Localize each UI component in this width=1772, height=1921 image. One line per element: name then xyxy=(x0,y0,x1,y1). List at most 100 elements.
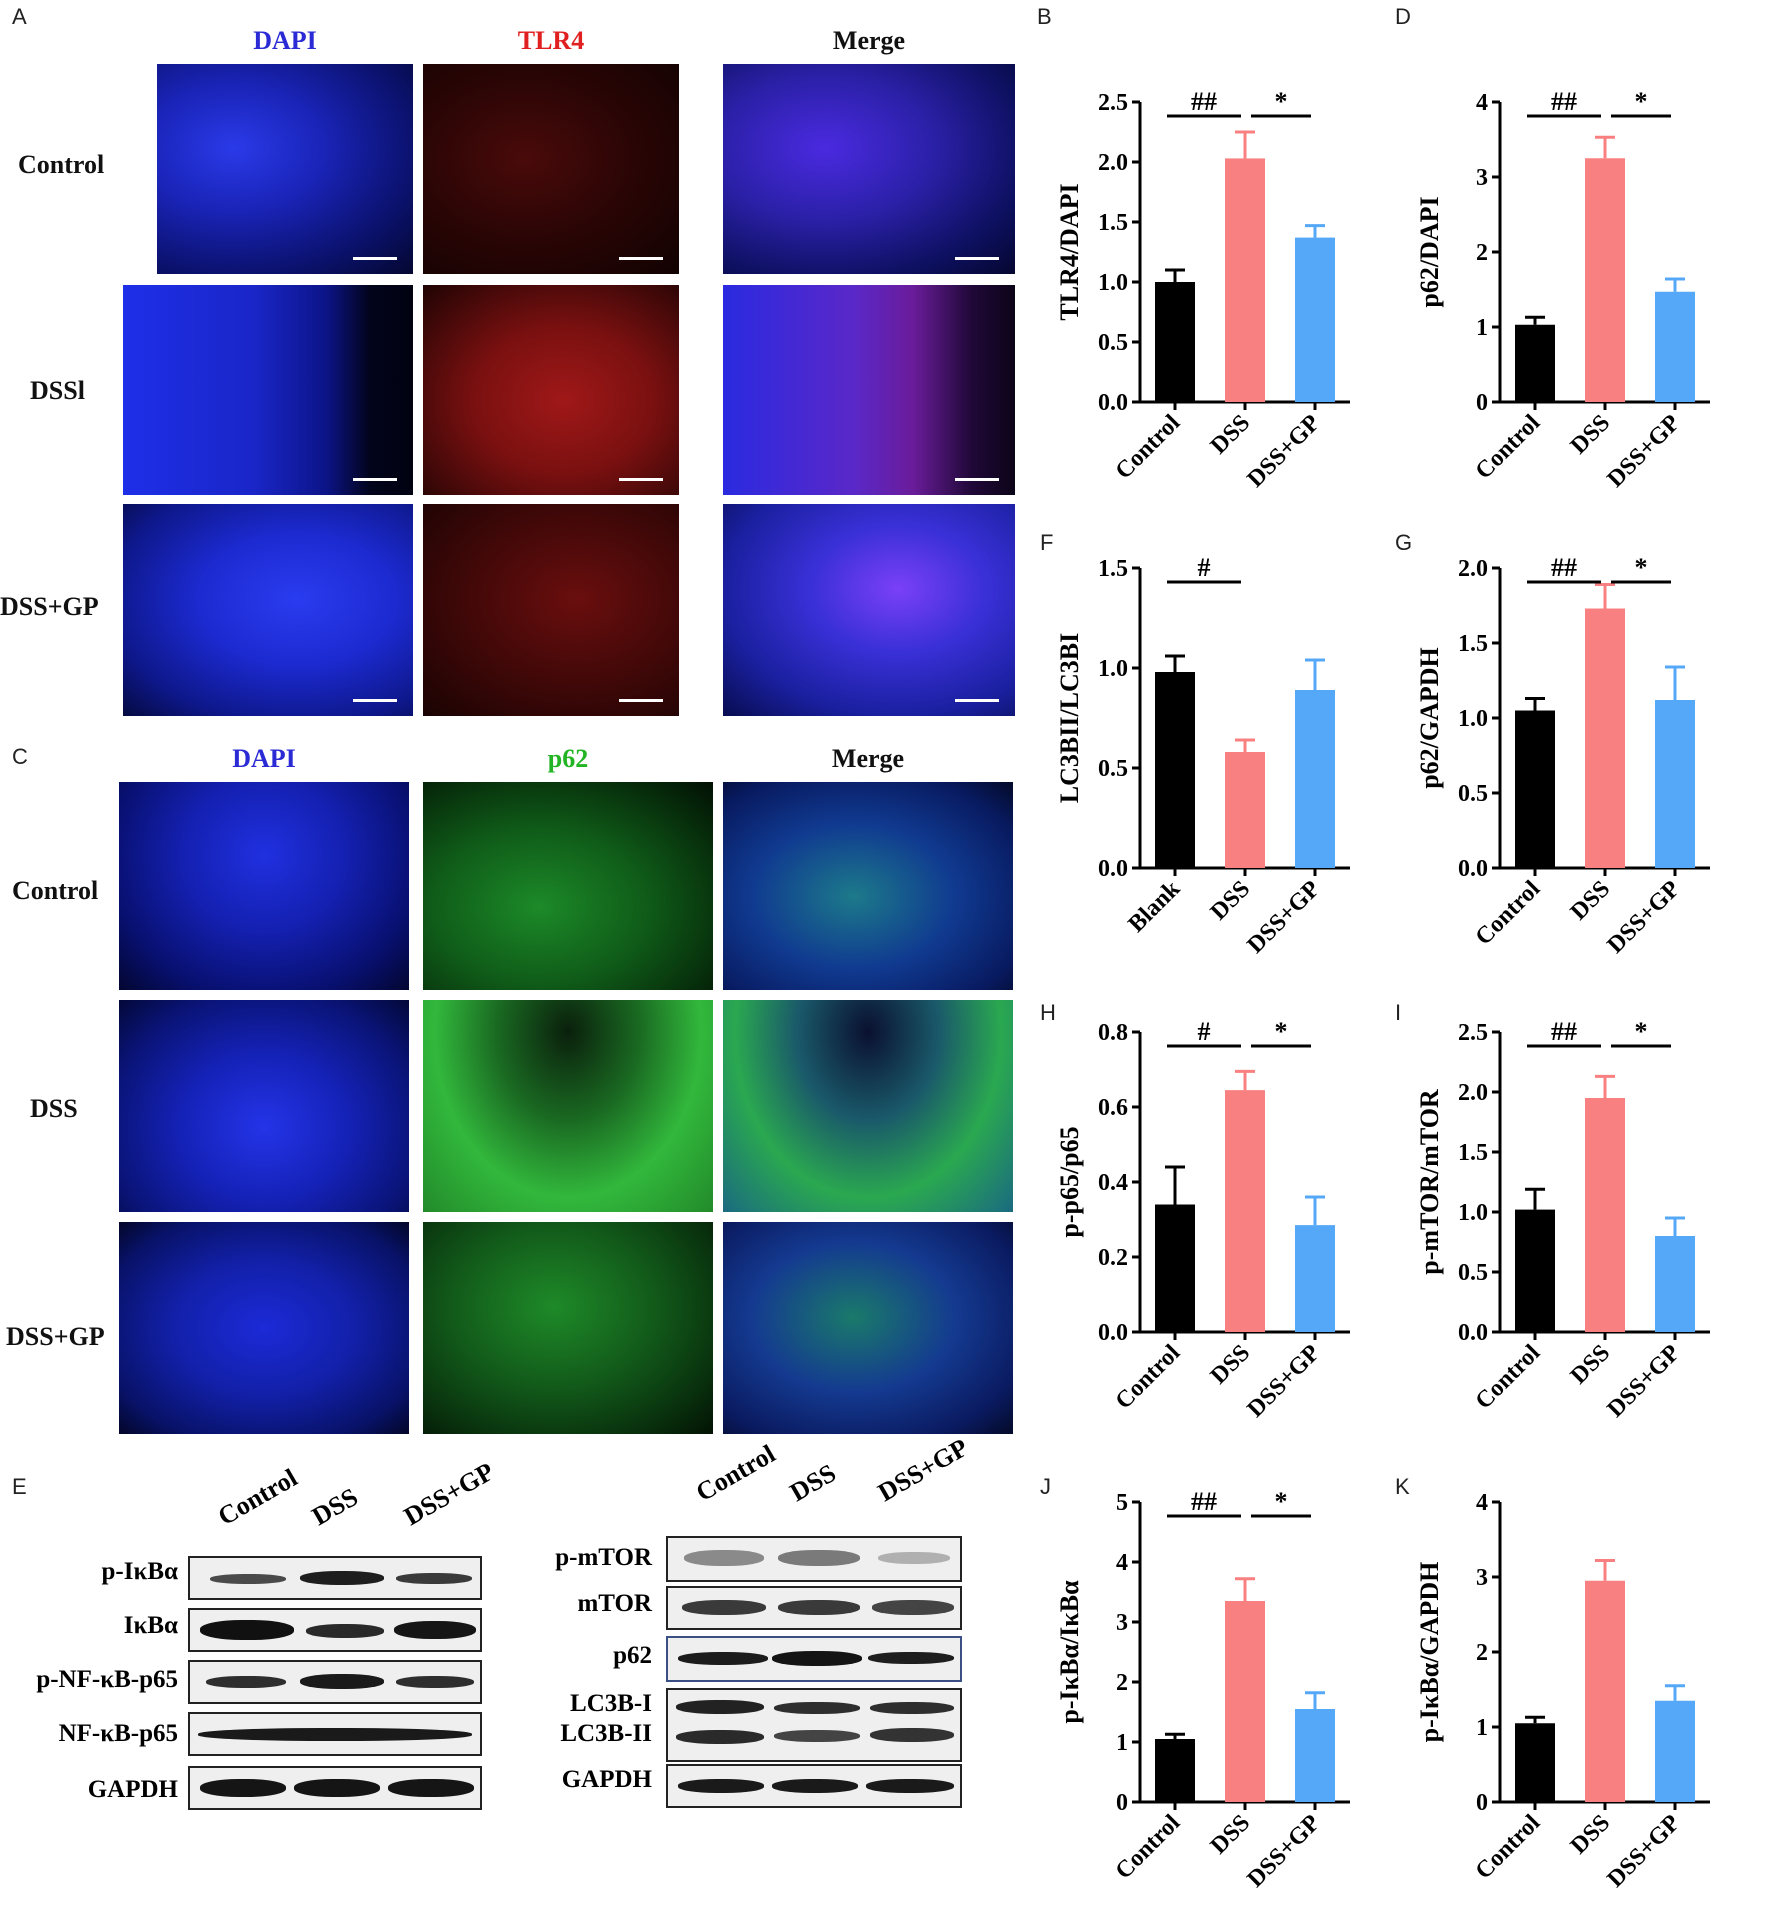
significance-label: * xyxy=(1275,1487,1288,1516)
y-axis-label: p-IκBα/IκBα xyxy=(1055,1580,1084,1724)
bar xyxy=(1515,1723,1555,1802)
bar xyxy=(1585,608,1625,868)
y-tick-label: 0.8 xyxy=(1098,1020,1128,1046)
panel-letter-b: B xyxy=(1037,4,1052,29)
blot-label-p-ikba: p-IκBα xyxy=(101,1558,178,1585)
y-tick-label: 1 xyxy=(1476,1715,1488,1741)
micrograph-dss-tlr4 xyxy=(423,285,679,495)
lane-header-dssgp-left: DSS+GP xyxy=(399,1456,499,1532)
panel-letter-d: D xyxy=(1395,4,1411,29)
x-tick-label: DSS+GP xyxy=(1242,1810,1325,1893)
blot-label-gapdh-right: GAPDH xyxy=(561,1766,652,1793)
y-tick-label: 1.5 xyxy=(1098,210,1128,236)
bar xyxy=(1515,710,1555,868)
y-tick-label: 0.4 xyxy=(1098,1170,1128,1196)
y-tick-label: 5 xyxy=(1116,1490,1128,1516)
bar xyxy=(1225,752,1265,868)
blot-label-p62: p62 xyxy=(613,1642,652,1669)
panel-letter-h: H xyxy=(1040,1000,1056,1025)
y-tick-label: 2.5 xyxy=(1458,1020,1488,1046)
x-tick-label: DSS+GP xyxy=(1602,1810,1685,1893)
x-tick-label: Control xyxy=(1111,1340,1186,1415)
y-tick-label: 1.5 xyxy=(1098,556,1128,582)
y-axis-label: p62/DAPI xyxy=(1415,196,1444,307)
y-tick-label: 0.5 xyxy=(1098,756,1128,782)
lane-header-dss-left: DSS xyxy=(307,1482,363,1532)
y-axis-label: TLR4/DAPI xyxy=(1055,183,1084,320)
x-tick-label: DSS+GP xyxy=(1602,410,1685,493)
blot-strip-gapdh-left xyxy=(188,1766,482,1810)
y-tick-label: 1.5 xyxy=(1458,631,1488,657)
y-tick-label: 0.0 xyxy=(1458,856,1488,882)
significance-label: # xyxy=(1198,1017,1211,1046)
y-axis-label: LC3BII/LC3BI xyxy=(1055,633,1084,804)
panel-letter-i: I xyxy=(1395,1000,1402,1025)
x-tick-label: DSS xyxy=(1566,410,1616,460)
y-tick-label: 2.0 xyxy=(1458,556,1488,582)
panel-letter-f: F xyxy=(1040,530,1054,555)
y-tick-label: 0.0 xyxy=(1458,1320,1488,1346)
row-label-dss-gp: DSS+GP xyxy=(0,592,99,621)
row-label-dss: DSSl xyxy=(30,376,85,405)
bar xyxy=(1295,1225,1335,1332)
bar xyxy=(1515,1209,1555,1332)
y-tick-label: 0.2 xyxy=(1098,1245,1128,1271)
chart-panel-i-p-mtor: 0.0 0.5 1.0 1.5 2.0 2.5 p-mTOR/mTOR Control DSSD… xyxy=(1415,1017,1710,1423)
y-tick-label: 1.5 xyxy=(1458,1140,1488,1166)
y-tick-label: 2.5 xyxy=(1098,90,1128,116)
micrograph-dssgp-merge-c xyxy=(723,1222,1013,1434)
micrograph-dssgp-tlr4 xyxy=(423,504,679,716)
y-tick-label: 2.0 xyxy=(1458,1080,1488,1106)
bar xyxy=(1295,1709,1335,1802)
micrograph-control-p62 xyxy=(423,782,713,990)
y-tick-label: 1.0 xyxy=(1098,656,1128,682)
col-title-merge-c: Merge xyxy=(831,744,905,773)
row-label-control-c: Control xyxy=(12,876,99,905)
y-tick-label: 3 xyxy=(1476,165,1488,191)
y-axis-label: p-mTOR/mTOR xyxy=(1415,1089,1444,1275)
micrograph-dssgp-dapi-c xyxy=(119,1222,409,1434)
bar xyxy=(1225,1601,1265,1802)
blot-strip-ikba xyxy=(188,1608,482,1652)
y-tick-label: 0 xyxy=(1116,1790,1128,1816)
y-tick-label: 0 xyxy=(1476,390,1488,416)
bar xyxy=(1295,237,1335,402)
bar xyxy=(1155,1204,1195,1332)
lane-header-dss-right: DSS xyxy=(785,1458,841,1508)
micrograph-dss-p62 xyxy=(423,1000,713,1212)
micrograph-dssgp-merge xyxy=(723,504,1015,716)
y-tick-label: 3 xyxy=(1116,1610,1128,1636)
x-tick-label: DSS+GP xyxy=(1242,410,1325,493)
bar xyxy=(1655,291,1695,402)
bar xyxy=(1295,690,1335,868)
significance-label: # xyxy=(1198,553,1211,582)
lane-header-control-right: Control xyxy=(691,1438,781,1508)
micrograph-dssgp-p62 xyxy=(423,1222,713,1434)
significance-label: * xyxy=(1635,87,1648,116)
y-tick-label: 1.0 xyxy=(1098,270,1128,296)
row-label-dss-c: DSS xyxy=(30,1094,78,1123)
y-tick-label: 2 xyxy=(1476,1640,1488,1666)
bar xyxy=(1655,700,1695,868)
y-tick-label: 1 xyxy=(1116,1730,1128,1756)
micrograph-control-dapi xyxy=(157,64,413,274)
y-tick-label: 0.5 xyxy=(1458,1260,1488,1286)
significance-label: * xyxy=(1275,1017,1288,1046)
panel-letter-j: J xyxy=(1040,1474,1051,1499)
micrograph-dss-merge xyxy=(723,285,1015,495)
micrograph-control-merge xyxy=(723,64,1015,274)
blot-label-lc3b-i: LC3B-I xyxy=(570,1690,652,1717)
blot-strip-p-nfkb-p65 xyxy=(188,1660,482,1704)
y-tick-label: 1.0 xyxy=(1458,706,1488,732)
col-title-dapi-c: DAPI xyxy=(232,744,296,773)
x-tick-label: DSS xyxy=(1206,876,1256,926)
blot-strip-p-mtor xyxy=(666,1536,962,1582)
micrograph-control-merge-c xyxy=(723,782,1013,990)
x-tick-label: DSS+GP xyxy=(1602,1340,1685,1423)
y-tick-label: 3 xyxy=(1476,1565,1488,1591)
bar xyxy=(1585,158,1625,402)
y-axis-label: p-IκBα/GAPDH xyxy=(1415,1562,1444,1743)
